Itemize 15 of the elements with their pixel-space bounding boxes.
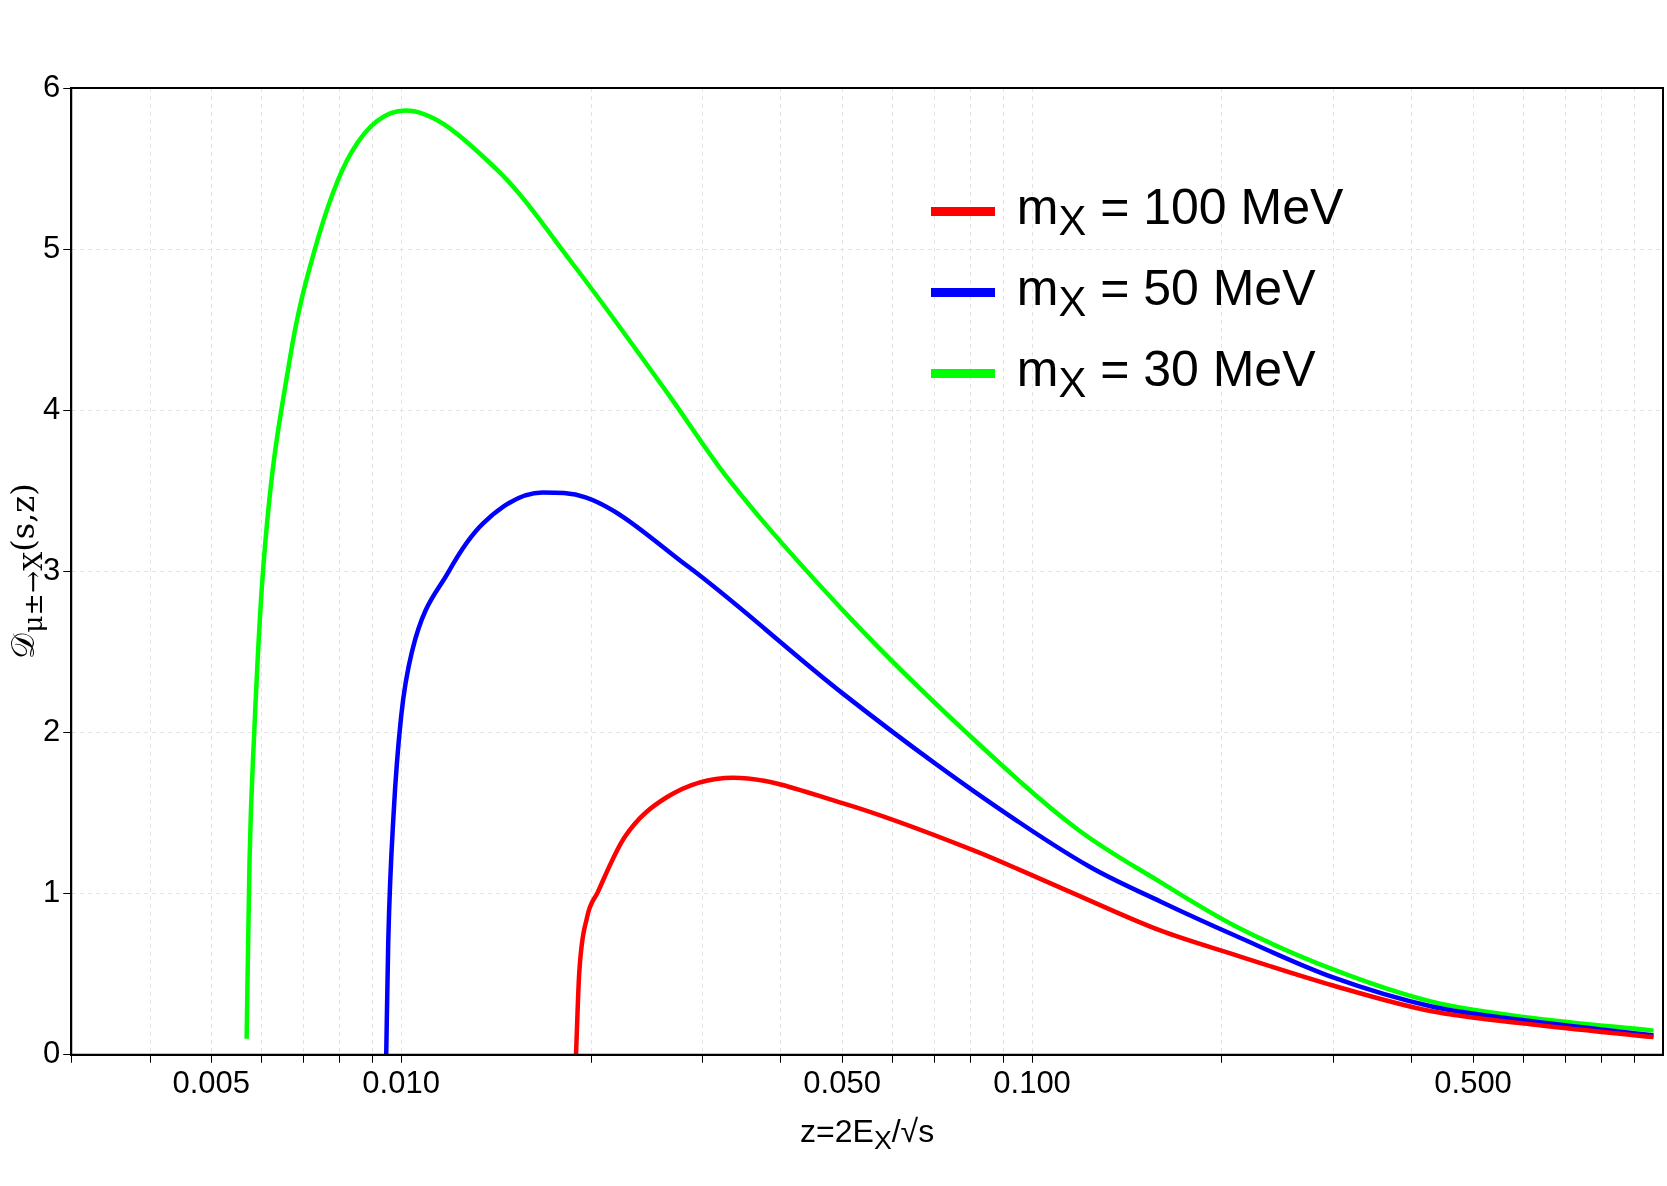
x-tick-label: 0.100 — [993, 1064, 1071, 1100]
x-tick-label: 0.050 — [803, 1064, 881, 1100]
y-tick-label: 5 — [42, 229, 61, 265]
legend-label: m$_{X}$ = 30 MeV — [1016, 340, 1316, 407]
y-tick-label: 2 — [42, 713, 61, 749]
y-tick-label: 4 — [42, 390, 61, 426]
legend-label: m$_{X}$ = 50 MeV — [1016, 259, 1316, 326]
x-tick-label: 0.010 — [362, 1064, 440, 1100]
y-tick-label: 6 — [42, 68, 61, 104]
x-axis-title: z=2E$_{X}$/√s — [800, 1112, 935, 1157]
legend-label: m$_{X}$ = 100 MeV — [1016, 178, 1344, 245]
x-tick-label: 0.005 — [172, 1064, 250, 1100]
y-tick-label: 0 — [42, 1035, 61, 1071]
y-tick-label: 1 — [42, 874, 61, 910]
x-tick-label: 0.500 — [1434, 1064, 1512, 1100]
